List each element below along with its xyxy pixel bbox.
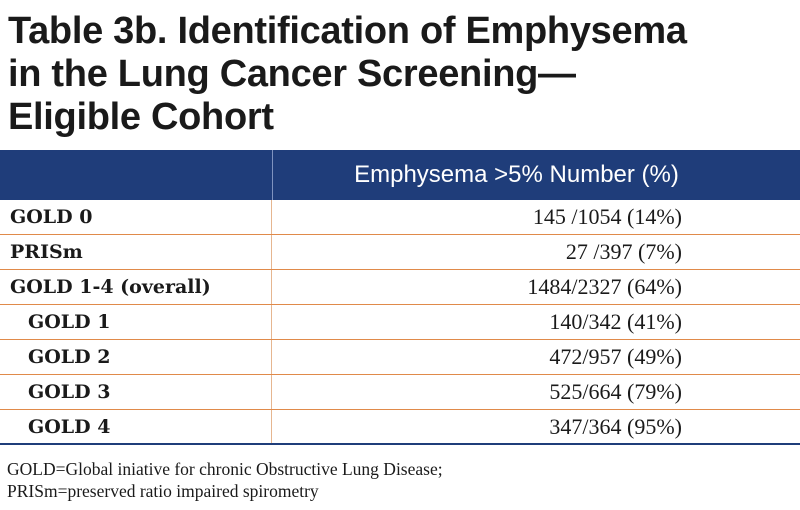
table-row: GOLD 1 140/342 (41%) — [0, 305, 800, 340]
row-label-gold-0: GOLD 0 — [0, 200, 272, 234]
title-line-2: in the Lung Cancer Screening— — [8, 53, 576, 95]
table-row: GOLD 2 472/957 (49%) — [0, 340, 800, 375]
row-value-gold-1: 140/342 (41%) — [549, 309, 682, 334]
title-line-3: Eligible Cohort — [8, 96, 274, 138]
row-label-gold-2: GOLD 2 — [0, 340, 272, 374]
row-value-gold-3: 525/664 (79%) — [549, 379, 682, 404]
table-row: PRISm 27 /397 (7%) — [0, 235, 800, 270]
header-cell-emphysema: Emphysema >5% Number (%) — [354, 161, 679, 188]
table-row: GOLD 4 347/364 (95%) — [0, 410, 800, 445]
table-title: Table 3b. Identification of Emphysema in… — [8, 10, 788, 139]
row-label-gold-3: GOLD 3 — [0, 375, 272, 409]
row-label-gold-1-4-overall: GOLD 1-4 (overall) — [0, 270, 272, 304]
row-value-gold-4: 347/364 (95%) — [549, 413, 682, 439]
emphysema-table: Emphysema >5% Number (%) GOLD 0 145 /105… — [0, 150, 800, 445]
footnote-line-2: PRISm=preserved ratio impaired spirometr… — [7, 481, 319, 501]
table-footnote: GOLD=Global iniative for chronic Obstruc… — [7, 458, 443, 502]
row-value-gold-2: 472/957 (49%) — [549, 344, 682, 369]
table-header-row: Emphysema >5% Number (%) — [0, 150, 800, 200]
table-row: GOLD 3 525/664 (79%) — [0, 375, 800, 410]
row-label-prism: PRISm — [0, 235, 272, 269]
table-row: GOLD 0 145 /1054 (14%) — [0, 200, 800, 235]
title-line-1: Table 3b. Identification of Emphysema — [8, 10, 687, 52]
row-label-gold-1: GOLD 1 — [0, 305, 272, 339]
row-value-prism: 27 /397 (7%) — [565, 239, 682, 264]
row-value-gold-1-4-overall: 1484/2327 (64%) — [527, 274, 682, 299]
table-row: GOLD 1-4 (overall) 1484/2327 (64%) — [0, 270, 800, 305]
header-cell-empty — [0, 150, 273, 200]
row-label-gold-4: GOLD 4 — [0, 410, 272, 443]
row-value-gold-0: 145 /1054 (14%) — [532, 204, 682, 229]
footnote-line-1: GOLD=Global iniative for chronic Obstruc… — [7, 459, 443, 479]
